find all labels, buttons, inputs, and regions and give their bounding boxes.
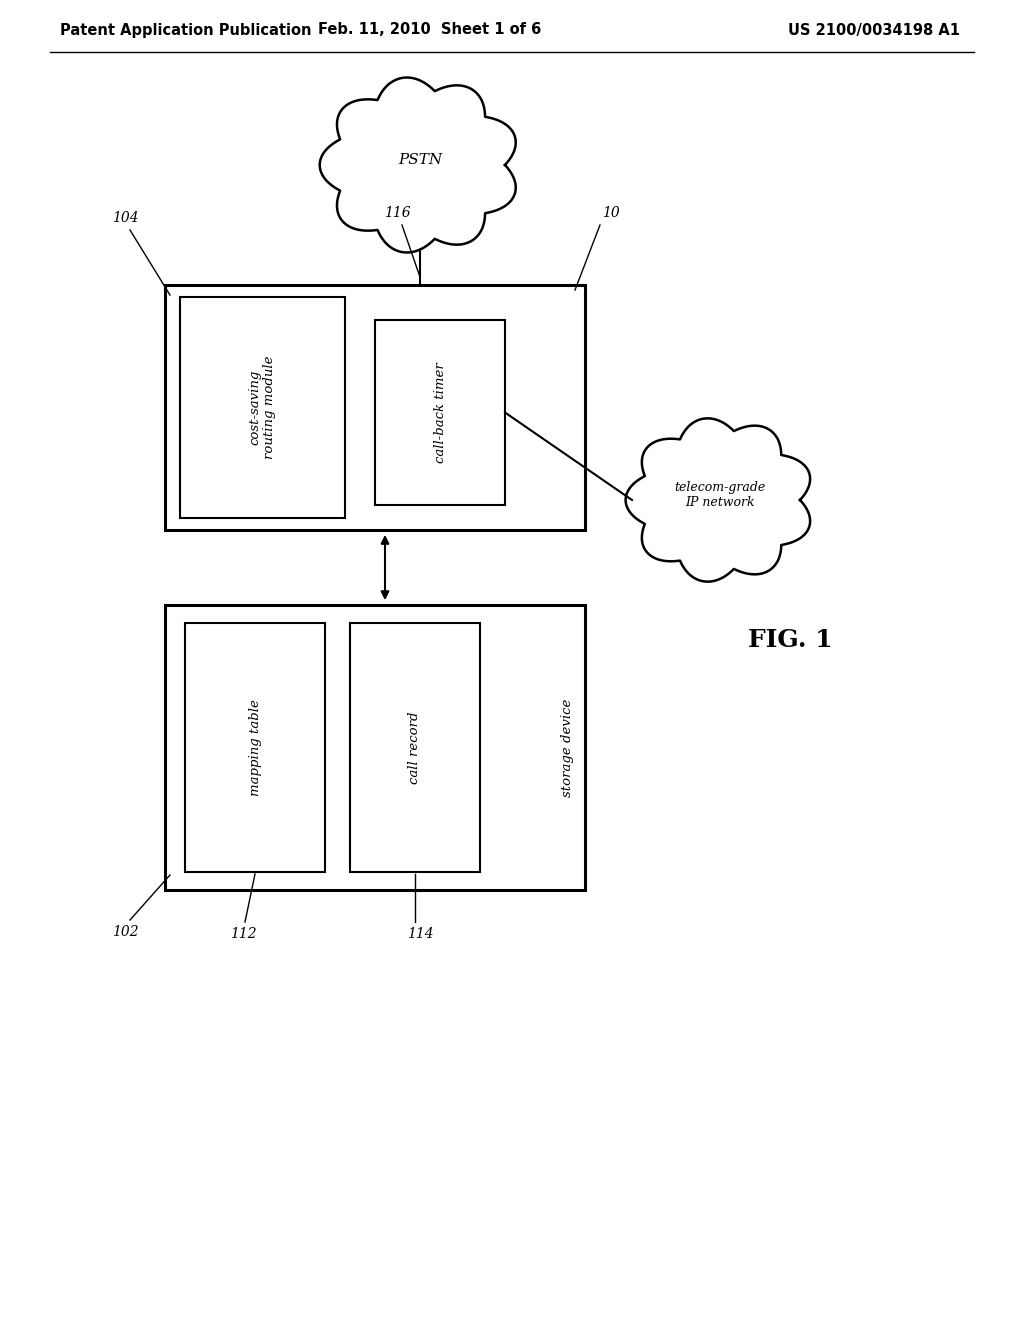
Text: storage device: storage device <box>560 698 573 797</box>
Text: PSTN: PSTN <box>398 153 442 168</box>
Bar <box>185 623 325 873</box>
Text: call-back timer: call-back timer <box>433 362 446 463</box>
Bar <box>180 297 345 517</box>
Text: US 2100/0034198 A1: US 2100/0034198 A1 <box>788 22 961 37</box>
Text: Patent Application Publication: Patent Application Publication <box>60 22 311 37</box>
Text: Feb. 11, 2010  Sheet 1 of 6: Feb. 11, 2010 Sheet 1 of 6 <box>318 22 542 37</box>
Bar <box>350 623 480 873</box>
Text: 112: 112 <box>229 927 256 941</box>
Bar <box>165 605 585 890</box>
Bar <box>375 319 505 506</box>
Text: FIG. 1: FIG. 1 <box>748 628 833 652</box>
Text: cost-saving
routing module: cost-saving routing module <box>249 356 276 459</box>
Polygon shape <box>319 78 516 252</box>
Bar <box>165 285 585 531</box>
Text: 104: 104 <box>112 211 138 224</box>
Text: 116: 116 <box>384 206 411 220</box>
Text: mapping table: mapping table <box>249 700 261 796</box>
Text: call record: call record <box>409 711 422 784</box>
Text: telecom-grade
IP network: telecom-grade IP network <box>675 480 766 510</box>
Text: 10: 10 <box>602 206 620 220</box>
Text: 102: 102 <box>112 925 138 939</box>
Text: 114: 114 <box>407 927 433 941</box>
Polygon shape <box>626 418 810 582</box>
